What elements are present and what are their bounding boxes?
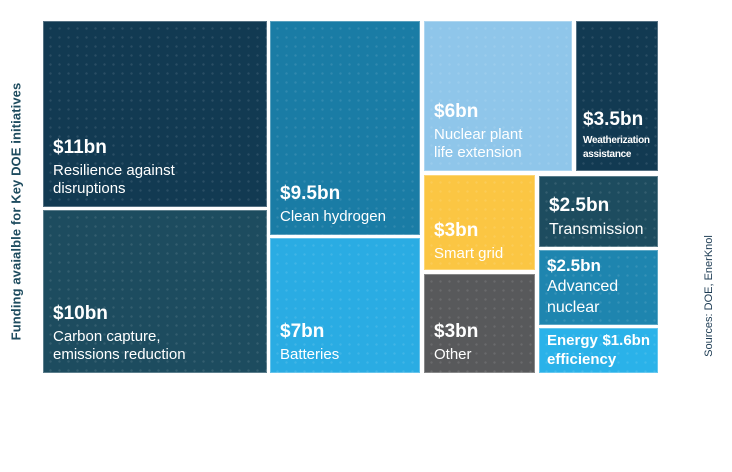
tile-name-line: Nuclear plant xyxy=(434,125,523,143)
tile-name: Resilience against disruptions xyxy=(53,162,257,200)
tile-value-label: $9.5bn xyxy=(280,183,341,205)
treemap-tile-batteries: $7bn Batteries xyxy=(270,238,420,373)
tile-name-line: assistance xyxy=(583,149,632,160)
treemap: $11bn Resilience against disruptions $10… xyxy=(43,21,658,373)
tile-name-line: life extension xyxy=(434,144,522,162)
tile-name: Transmission xyxy=(549,220,648,240)
tile-name-line: efficiency xyxy=(547,351,617,368)
tile-value-label: $2.5bn xyxy=(549,195,610,217)
tile-name: Nuclear plant life extension xyxy=(434,126,562,164)
treemap-tile-clean-hydrogen: $9.5bn Clean hydrogen xyxy=(270,21,420,235)
tile-name-line: Smart grid xyxy=(434,245,504,263)
tile-name-line: nuclear xyxy=(547,299,600,317)
tile-value-label: $11bn xyxy=(53,136,107,158)
tile-value-label: $1.6bn xyxy=(602,331,650,349)
tile-name-line: emissions reduction xyxy=(53,346,186,364)
tile-name: Carbon capture, emissions reduction xyxy=(53,328,257,366)
treemap-tile-advanced-nuclear: $2.5bn Advanced nuclear xyxy=(539,250,658,325)
tile-value-label: $7bn xyxy=(280,321,325,343)
tile-name-line: disruptions xyxy=(53,180,126,198)
tile-value-label: $3bn xyxy=(434,321,479,343)
source-note-wrap: Sources: DOE, EnerKnol xyxy=(696,120,722,472)
tile-name-value-row: Energy $1.6bn xyxy=(547,331,650,351)
treemap-tile-other: $3bn Other xyxy=(424,274,535,373)
tile-name-line: Energy xyxy=(547,331,598,349)
tile-name: Batteries xyxy=(280,346,410,365)
source-note: Sources: DOE, EnerKnol xyxy=(703,235,716,357)
treemap-tile-smart-grid: $3bn Smart grid xyxy=(424,175,535,270)
tile-value-label: $3bn xyxy=(434,220,479,242)
treemap-tile-nuclear-plant-life-extension: $6bn Nuclear plant life extension xyxy=(424,21,572,171)
tile-name: Clean hydrogen xyxy=(280,208,410,227)
treemap-tile-transmission: $2.5bn Transmission xyxy=(539,176,658,247)
treemap-tile-weatherization-assistance: $3.5bn Weatherization assistance xyxy=(576,21,658,171)
tile-name: Weatherization assistance xyxy=(583,134,653,162)
tile-name-line: Carbon capture, xyxy=(53,327,161,345)
tile-name-line: Resilience against xyxy=(53,161,175,179)
tile-name: Other xyxy=(434,346,525,365)
tile-name-line: Clean hydrogen xyxy=(280,208,386,226)
tile-name-line: Weatherization xyxy=(583,135,650,146)
tile-name-line: Other xyxy=(434,346,472,364)
tile-name: Smart grid xyxy=(434,245,525,264)
tile-name-line: Transmission xyxy=(549,221,644,238)
treemap-tile-energy-efficiency: Energy $1.6bn efficiency xyxy=(539,328,658,373)
tile-value-label: $3.5bn xyxy=(583,109,644,131)
tile-name-line: Batteries xyxy=(280,346,340,364)
funding-treemap-chart: Funding avaialble for Key DOE initiative… xyxy=(8,21,716,373)
tile-value-label: $2.5bn xyxy=(547,255,601,275)
tile-value-label: $6bn xyxy=(434,100,479,122)
tile-name: Advanced nuclear xyxy=(547,277,650,319)
treemap-tile-carbon-capture: $10bn Carbon capture, emissions reductio… xyxy=(43,210,267,373)
tile-name-line: Advanced xyxy=(547,278,619,296)
tile-value-label: $10bn xyxy=(53,302,108,324)
treemap-tile-resilience-against-disruptions: $11bn Resilience against disruptions xyxy=(43,21,267,207)
